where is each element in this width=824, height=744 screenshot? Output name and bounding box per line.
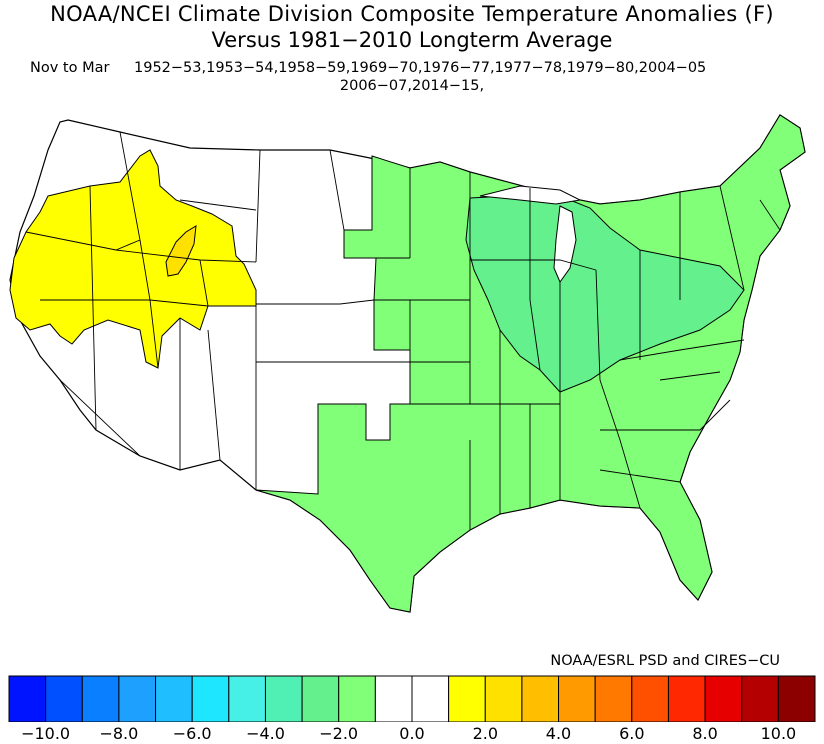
anomaly-region-plus-2-to-3 — [165, 225, 197, 277]
legend-swatch — [704, 675, 743, 722]
legend-swatch — [521, 675, 560, 722]
years-list-1: 1952−53,1953−54,1958−59,1969−70,1976−77,… — [134, 60, 707, 76]
credit-label: NOAA/ESRL PSD and CIRES−CU — [550, 653, 780, 669]
legend-swatch — [45, 675, 83, 722]
legend-tick-label: −2.0 — [319, 724, 359, 743]
legend-swatch — [558, 675, 596, 722]
state-boundaries — [25, 131, 781, 530]
legend-swatch — [228, 675, 266, 722]
legend-tick-label: 0.0 — [399, 724, 425, 743]
legend-tick-label: 4.0 — [545, 724, 572, 743]
legend-swatch — [777, 675, 816, 722]
color-scale-legend — [8, 675, 816, 722]
anomaly-region-plus-1-to-2 — [9, 149, 257, 369]
legend-swatch — [338, 675, 376, 722]
legend-swatch — [191, 675, 230, 722]
legend-swatch — [594, 675, 633, 722]
map-title: NOAA/NCEI Climate Division Composite Tem… — [50, 2, 774, 26]
legend-tick-label: −8.0 — [99, 724, 139, 743]
legend-swatch — [264, 675, 303, 722]
legend-tick-label: −6.0 — [172, 724, 212, 743]
map-subtitle: Versus 1981−2010 Longterm Average — [211, 28, 613, 52]
legend-swatch — [155, 675, 193, 722]
anomaly-region-minus-2-to-3 — [465, 195, 745, 393]
legend-swatch — [81, 675, 120, 722]
legend-swatch — [631, 675, 669, 722]
composite-years-line-2: 2006−07,2014−15, — [339, 78, 485, 94]
us-climate-division-map — [9, 114, 806, 613]
legend-tick-label: −10.0 — [21, 724, 71, 743]
legend-tick-label: 8.0 — [692, 724, 718, 743]
legend-tick-label: 2.0 — [472, 724, 499, 743]
legend-tick-label: 10.0 — [760, 724, 797, 743]
legend-swatch — [667, 675, 706, 722]
legend-swatch — [8, 675, 47, 722]
legend-swatch — [484, 675, 523, 722]
legend-swatch — [118, 675, 157, 722]
composite-years-line-1: Nov to Mar 1952−53,1953−54,1958−59,1969−7… — [30, 60, 810, 76]
legend-swatch — [374, 675, 413, 722]
legend-tick-label: 6.0 — [619, 724, 645, 743]
legend-swatch — [301, 675, 340, 722]
legend-swatch — [741, 675, 779, 722]
legend-tick-label: −4.0 — [246, 724, 285, 743]
period-label: Nov to Mar — [30, 60, 110, 76]
legend-swatch — [411, 675, 450, 722]
legend-swatch — [448, 675, 486, 722]
